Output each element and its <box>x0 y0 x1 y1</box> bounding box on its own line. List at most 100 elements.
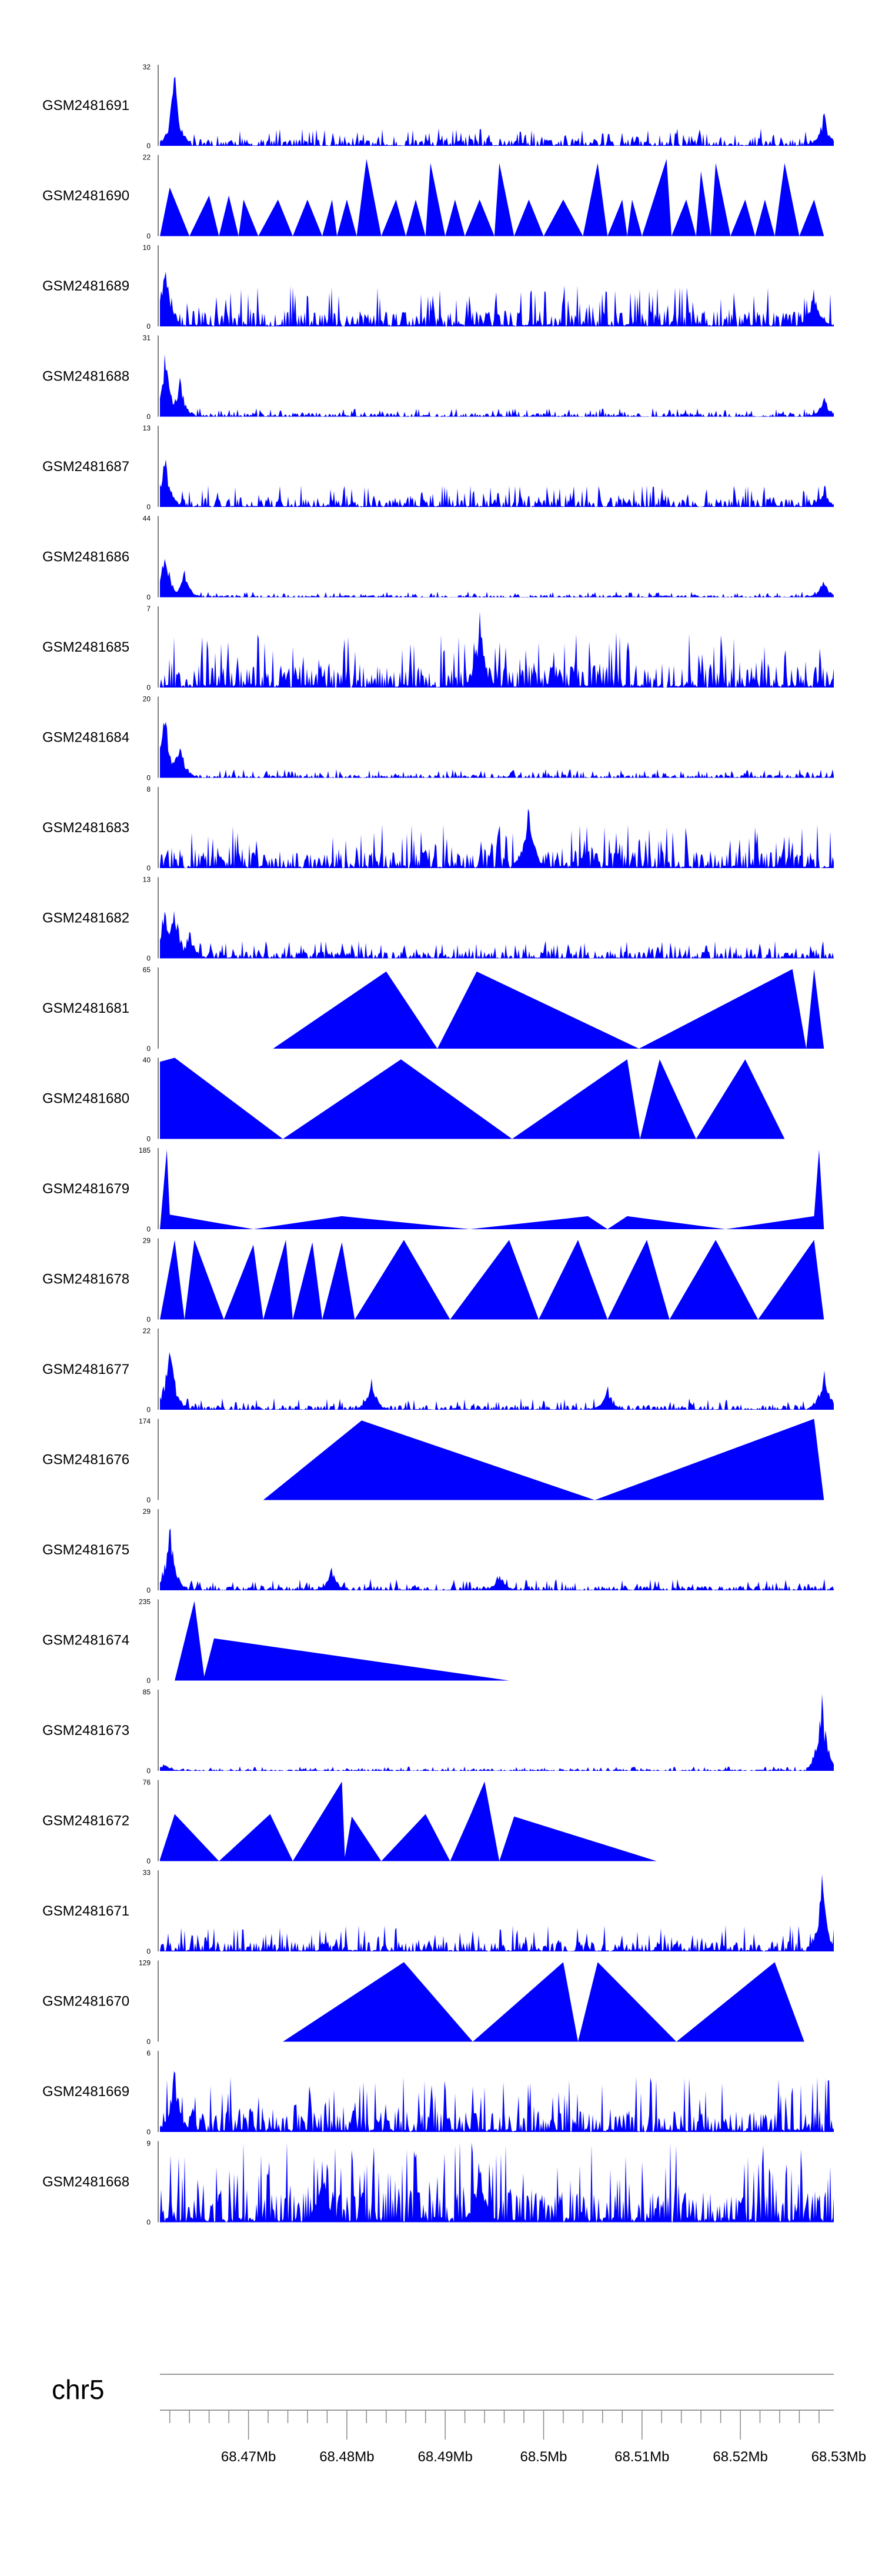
y-min-label: 0 <box>146 2128 151 2136</box>
track-label: GSM2481685 <box>42 639 129 655</box>
track-label: GSM2481674 <box>42 1633 129 1649</box>
y-max-label: 31 <box>143 334 151 342</box>
track-GSM2481689: GSM2481689 10 0 <box>42 243 834 331</box>
y-min-label: 0 <box>146 593 151 602</box>
y-min-label: 0 <box>146 864 151 872</box>
signal-area <box>160 459 834 507</box>
track-GSM2481670: GSM2481670 129 0 <box>42 1959 804 2046</box>
y-min-label: 0 <box>146 1045 151 1053</box>
track-label: GSM2481688 <box>42 369 129 385</box>
track-GSM2481674: GSM2481674 235 0 <box>42 1598 509 1685</box>
track-label: GSM2481681 <box>42 1000 129 1016</box>
track-label: GSM2481682 <box>42 910 129 926</box>
signal-area <box>160 272 834 326</box>
signal-area <box>160 1240 824 1320</box>
y-min-label: 0 <box>146 955 151 963</box>
track-GSM2481683: GSM2481683 8 0 <box>42 785 834 872</box>
y-max-label: 235 <box>139 1598 151 1606</box>
y-min-label: 0 <box>146 1677 151 1685</box>
y-max-label: 7 <box>146 605 151 613</box>
y-max-label: 6 <box>146 2049 151 2057</box>
track-label: GSM2481686 <box>42 549 129 565</box>
track-label: GSM2481687 <box>42 459 129 475</box>
track-GSM2481672: GSM2481672 76 0 <box>42 1778 657 1866</box>
tracks-group: GSM2481691320GSM2481690220GSM2481689100G… <box>42 63 834 2227</box>
track-label: GSM2481679 <box>42 1181 129 1197</box>
y-min-label: 0 <box>146 1225 151 1233</box>
track-label: GSM2481691 <box>42 98 129 114</box>
track-GSM2481677: GSM2481677 22 0 <box>42 1327 834 1414</box>
tick-label: 68.52Mb <box>713 2449 767 2465</box>
track-GSM2481687: GSM2481687 13 0 <box>42 424 834 511</box>
tick-label: 68.49Mb <box>417 2449 472 2465</box>
signal-area <box>160 808 834 868</box>
track-GSM2481679: GSM2481679 185 0 <box>42 1146 824 1233</box>
y-max-label: 44 <box>143 515 151 523</box>
y-max-label: 33 <box>143 1868 151 1877</box>
track-GSM2481673: GSM2481673 85 0 <box>42 1688 834 1775</box>
y-max-label: 40 <box>143 1056 151 1065</box>
tick-label: 68.51Mb <box>614 2449 669 2465</box>
y-max-label: 20 <box>143 695 151 703</box>
genome-axis: chr5 68.47Mb 68.48Mb 68.49Mb 68.5Mb 68.51Mb 68… <box>52 2374 866 2465</box>
y-min-label: 0 <box>146 1496 151 1504</box>
track-GSM2481680: GSM2481680 40 0 <box>42 1056 785 1143</box>
track-label: GSM2481683 <box>42 820 129 836</box>
y-max-label: 29 <box>143 1237 151 1245</box>
track-label: GSM2481684 <box>42 730 129 746</box>
track-GSM2481678: GSM2481678 29 0 <box>42 1237 824 1324</box>
track-GSM2481675: GSM2481675 29 0 <box>42 1507 834 1594</box>
y-max-label: 10 <box>143 243 151 252</box>
track-GSM2481669: GSM2481669 6 0 <box>42 2049 834 2136</box>
track-label: GSM2481670 <box>42 1994 129 2010</box>
track-GSM2481690: GSM2481690 22 0 <box>42 154 824 241</box>
chromosome-label: chr5 <box>52 2374 104 2405</box>
track-GSM2481671: GSM2481671 33 0 <box>42 1868 834 1956</box>
track-label: GSM2481678 <box>42 1272 129 1287</box>
signal-area <box>160 559 834 598</box>
signal-area <box>160 1874 834 1951</box>
tick-label: 68.47Mb <box>221 2449 276 2465</box>
track-GSM2481682: GSM2481682 13 0 <box>42 876 834 963</box>
tick-label: 68.48Mb <box>319 2449 374 2465</box>
y-min-label: 0 <box>146 1316 151 1324</box>
y-min-label: 0 <box>146 2038 151 2046</box>
track-GSM2481684: GSM2481684 20 0 <box>42 695 834 782</box>
track-label: GSM2481675 <box>42 1542 129 1558</box>
y-max-label: 29 <box>143 1507 151 1516</box>
signal-area <box>160 1528 834 1590</box>
y-min-label: 0 <box>146 1135 151 1143</box>
y-min-label: 0 <box>146 142 151 150</box>
track-label: GSM2481668 <box>42 2174 129 2190</box>
signal-area <box>283 1962 804 2042</box>
signal-area <box>160 2142 834 2223</box>
y-max-label: 22 <box>143 1327 151 1335</box>
signal-area <box>160 1352 834 1410</box>
track-GSM2481686: GSM2481686 44 0 <box>42 515 834 602</box>
y-min-label: 0 <box>146 503 151 511</box>
y-min-label: 0 <box>146 1857 151 1866</box>
track-label: GSM2481676 <box>42 1452 129 1468</box>
y-min-label: 0 <box>146 1586 151 1594</box>
y-min-label: 0 <box>146 2218 151 2227</box>
y-min-label: 0 <box>146 322 151 331</box>
y-max-label: 9 <box>146 2140 151 2148</box>
track-GSM2481668: GSM2481668 9 0 <box>42 2140 834 2227</box>
y-min-label: 0 <box>146 1767 151 1775</box>
y-min-label: 0 <box>146 1947 151 1956</box>
signal-area <box>160 722 834 778</box>
y-max-label: 8 <box>146 785 151 793</box>
y-max-label: 22 <box>143 154 151 162</box>
y-min-label: 0 <box>146 232 151 241</box>
signal-area <box>175 1601 509 1681</box>
y-min-label: 0 <box>146 683 151 692</box>
signal-area <box>273 969 824 1049</box>
track-GSM2481685: GSM2481685 7 0 <box>42 605 834 692</box>
track-label: GSM2481672 <box>42 1813 129 1829</box>
track-GSM2481681: GSM2481681 65 0 <box>42 966 824 1053</box>
y-max-label: 129 <box>139 1959 151 1967</box>
y-max-label: 85 <box>143 1688 151 1696</box>
y-max-label: 13 <box>143 424 151 432</box>
track-label: GSM2481690 <box>42 188 129 204</box>
